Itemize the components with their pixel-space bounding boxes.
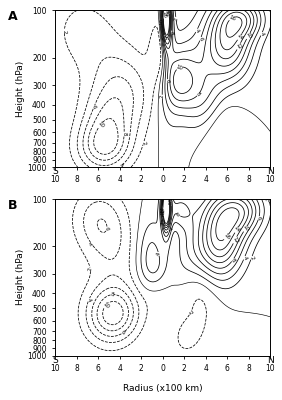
Text: 16: 16 <box>222 232 231 241</box>
Text: 6: 6 <box>104 226 110 231</box>
Text: 6: 6 <box>176 212 182 218</box>
Text: 10: 10 <box>175 64 184 71</box>
Text: 12: 12 <box>231 236 239 244</box>
Text: 8: 8 <box>230 257 236 263</box>
Text: 12: 12 <box>160 217 166 225</box>
Y-axis label: Height (hPa): Height (hPa) <box>16 61 25 117</box>
Text: 12: 12 <box>161 34 170 43</box>
Text: 12: 12 <box>235 42 243 50</box>
Text: 14: 14 <box>233 225 241 234</box>
X-axis label: Radius (x100 km): Radius (x100 km) <box>123 384 202 393</box>
Text: 6: 6 <box>91 104 97 110</box>
Text: 14: 14 <box>160 206 165 213</box>
Text: 10: 10 <box>160 18 165 25</box>
Text: 10: 10 <box>241 224 250 233</box>
Text: 2: 2 <box>88 267 93 272</box>
Text: 16: 16 <box>161 11 166 18</box>
Text: 16: 16 <box>228 14 236 22</box>
Y-axis label: Height (hPa): Height (hPa) <box>16 249 25 306</box>
Text: 4: 4 <box>118 163 124 169</box>
Text: 4: 4 <box>156 252 162 256</box>
Text: 4: 4 <box>259 31 265 36</box>
Text: 4: 4 <box>241 255 247 260</box>
Text: 2: 2 <box>248 255 254 260</box>
Text: S: S <box>52 356 58 365</box>
Text: 14: 14 <box>167 9 172 16</box>
Text: 10: 10 <box>244 31 252 40</box>
Text: B: B <box>8 199 17 212</box>
Text: 2: 2 <box>62 30 67 33</box>
Text: 8: 8 <box>110 292 114 297</box>
Text: 16: 16 <box>160 208 166 215</box>
Text: 8: 8 <box>166 227 172 232</box>
Text: 2: 2 <box>173 17 179 21</box>
Text: 6: 6 <box>121 330 126 336</box>
Text: 10: 10 <box>96 121 105 129</box>
Text: 2: 2 <box>160 95 165 98</box>
Text: 8: 8 <box>122 132 127 136</box>
Text: N: N <box>267 356 274 365</box>
Text: 14: 14 <box>235 32 244 41</box>
Text: 10: 10 <box>102 301 110 310</box>
Text: 4: 4 <box>89 241 95 247</box>
Text: 6: 6 <box>197 36 204 42</box>
Text: S: S <box>52 167 58 176</box>
Text: 2: 2 <box>141 140 146 145</box>
Text: 10: 10 <box>168 198 174 205</box>
Text: 8: 8 <box>195 92 201 98</box>
Text: 2: 2 <box>266 198 272 202</box>
Text: 8: 8 <box>169 31 174 34</box>
Text: 6: 6 <box>165 79 170 83</box>
Text: 2: 2 <box>187 310 193 316</box>
Text: A: A <box>8 10 17 24</box>
Text: N: N <box>267 167 274 176</box>
Text: 4: 4 <box>194 28 200 33</box>
Text: 6: 6 <box>256 216 262 220</box>
Text: 4: 4 <box>86 297 92 302</box>
